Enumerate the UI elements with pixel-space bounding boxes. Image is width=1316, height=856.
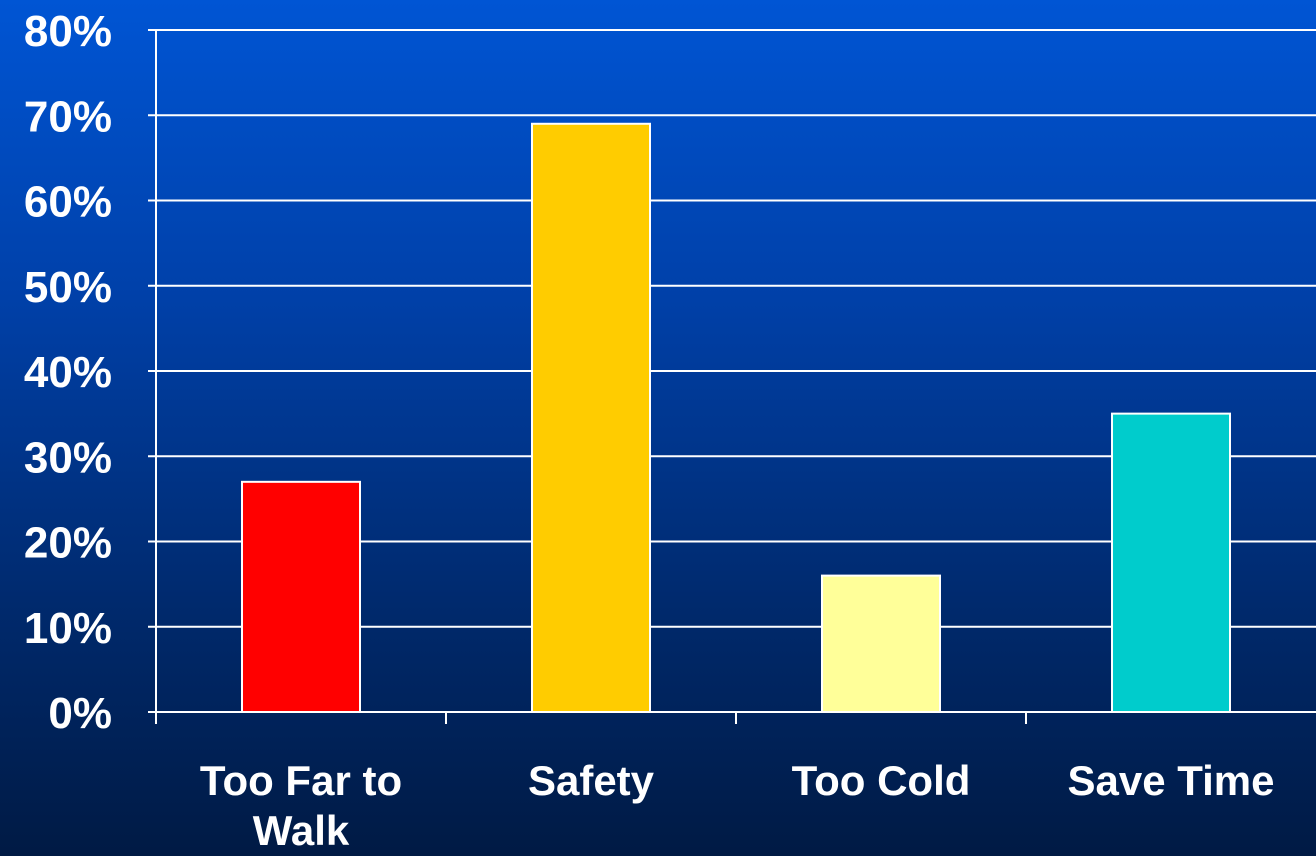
x-category-label: Safety — [528, 757, 655, 804]
y-tick-label: 40% — [24, 348, 112, 397]
y-tick-label: 10% — [24, 604, 112, 653]
y-axis-tick-labels: 0% 10% 20% 30% 40% 50% 60% 70% 80% — [24, 7, 112, 738]
y-tick-label: 20% — [24, 519, 112, 568]
bar-save-time — [1111, 412, 1231, 713]
y-tick-label: 30% — [24, 433, 112, 482]
x-axis-category-labels: Too Far to Walk Safety Too Cold Save Time — [200, 757, 1275, 854]
y-tick-label: 60% — [24, 178, 112, 227]
bar-too-cold — [821, 574, 941, 713]
x-category-label: Too Far to Walk — [200, 757, 402, 854]
y-tick-label: 80% — [24, 7, 112, 56]
bars — [241, 122, 1231, 714]
x-category-label: Save Time — [1067, 757, 1274, 804]
bar-safety — [531, 122, 651, 713]
x-category-label: Too Cold — [792, 757, 971, 804]
bar-too-far-to-walk — [241, 480, 361, 714]
y-tick-label: 70% — [24, 92, 112, 141]
y-tick-label: 50% — [24, 263, 112, 312]
y-tick-label: 0% — [48, 689, 112, 738]
